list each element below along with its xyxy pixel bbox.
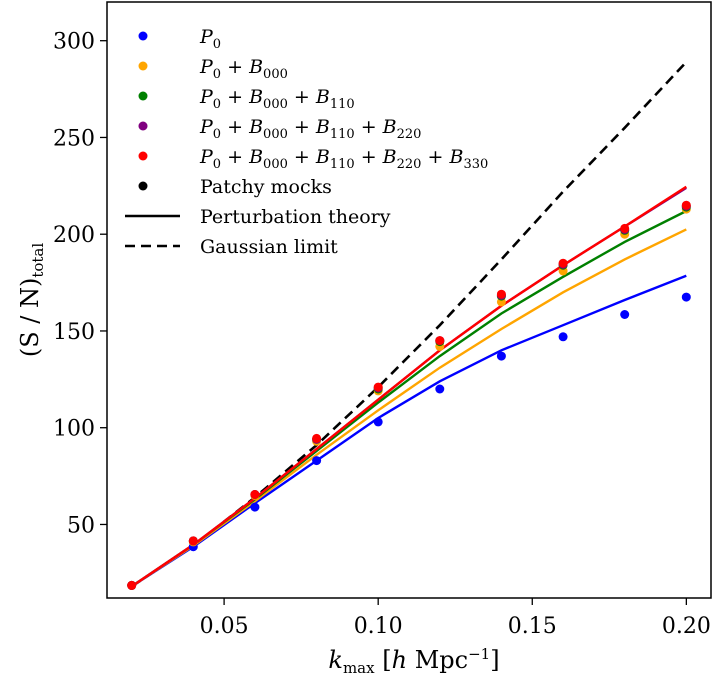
- legend-label: Gaussian limit: [200, 236, 338, 258]
- data-point-series-0: [250, 502, 260, 512]
- data-point-series-0: [496, 351, 506, 361]
- theory-line-series-4: [131, 185, 687, 588]
- y-tick-label: 250: [53, 126, 95, 151]
- y-tick-label: 150: [53, 320, 95, 345]
- plot-frame: [106, 1, 712, 599]
- legend-marker: [138, 91, 148, 101]
- legend-marker: [138, 151, 148, 161]
- legend-label: P0​ + B000​ + B110​ + B220​: [199, 116, 421, 142]
- data-point-series-4: [435, 336, 445, 346]
- data-point-series-4: [250, 490, 260, 499]
- data-point-series-4: [496, 289, 506, 299]
- legend-label: Patchy mocks: [200, 176, 332, 198]
- data-point-series-0: [681, 292, 691, 302]
- legend: P0​ P0​ + B000​ P0​ + B000​ + B110​ P0​ + B…: [125, 26, 488, 258]
- data-point-series-0: [620, 310, 630, 319]
- legend-label: P0​: [199, 26, 221, 52]
- legend-label: Perturbation theory: [200, 206, 391, 228]
- plot-area: [127, 61, 691, 590]
- x-axis-label: kmax [h Mpc−1]: [328, 645, 499, 677]
- data-point-series-0: [373, 417, 383, 427]
- legend-marker: [138, 61, 148, 71]
- legend-label: P0​ + B000​ + B110​: [199, 86, 355, 112]
- y-tick-label: 100: [53, 417, 95, 442]
- x-tick-label: 0.20: [662, 614, 711, 639]
- data-point-series-4: [681, 200, 691, 210]
- legend-label: P0​ + B000​ + B110​ + B220​ + B330​: [199, 146, 488, 172]
- data-point-series-0: [312, 456, 322, 466]
- data-point-series-0: [558, 332, 568, 342]
- data-point-series-0: [435, 384, 445, 394]
- legend-marker: [138, 31, 148, 41]
- x-tick-label: 0.05: [200, 614, 249, 639]
- legend-marker: [138, 121, 148, 131]
- data-point-series-4: [373, 382, 383, 392]
- legend-marker: [138, 181, 148, 191]
- data-point-series-4: [127, 580, 137, 590]
- y-axis-label: (S / N)total: [16, 243, 47, 358]
- x-tick-label: 0.15: [508, 614, 557, 639]
- data-point-series-4: [188, 536, 198, 546]
- y-tick-label: 50: [67, 513, 95, 538]
- x-tick-label: 0.10: [354, 614, 403, 639]
- y-tick-label: 300: [53, 30, 95, 55]
- axes: 0.05 0.10 0.15 0.20 50 100 150 200 250 300: [53, 30, 711, 639]
- y-tick-label: 200: [53, 223, 95, 248]
- data-point-series-4: [312, 433, 322, 443]
- data-point-series-4: [558, 258, 568, 268]
- theory-line-series-0: [131, 274, 687, 588]
- data-point-series-4: [620, 223, 630, 233]
- legend-label: P0​ + B000​: [199, 56, 288, 82]
